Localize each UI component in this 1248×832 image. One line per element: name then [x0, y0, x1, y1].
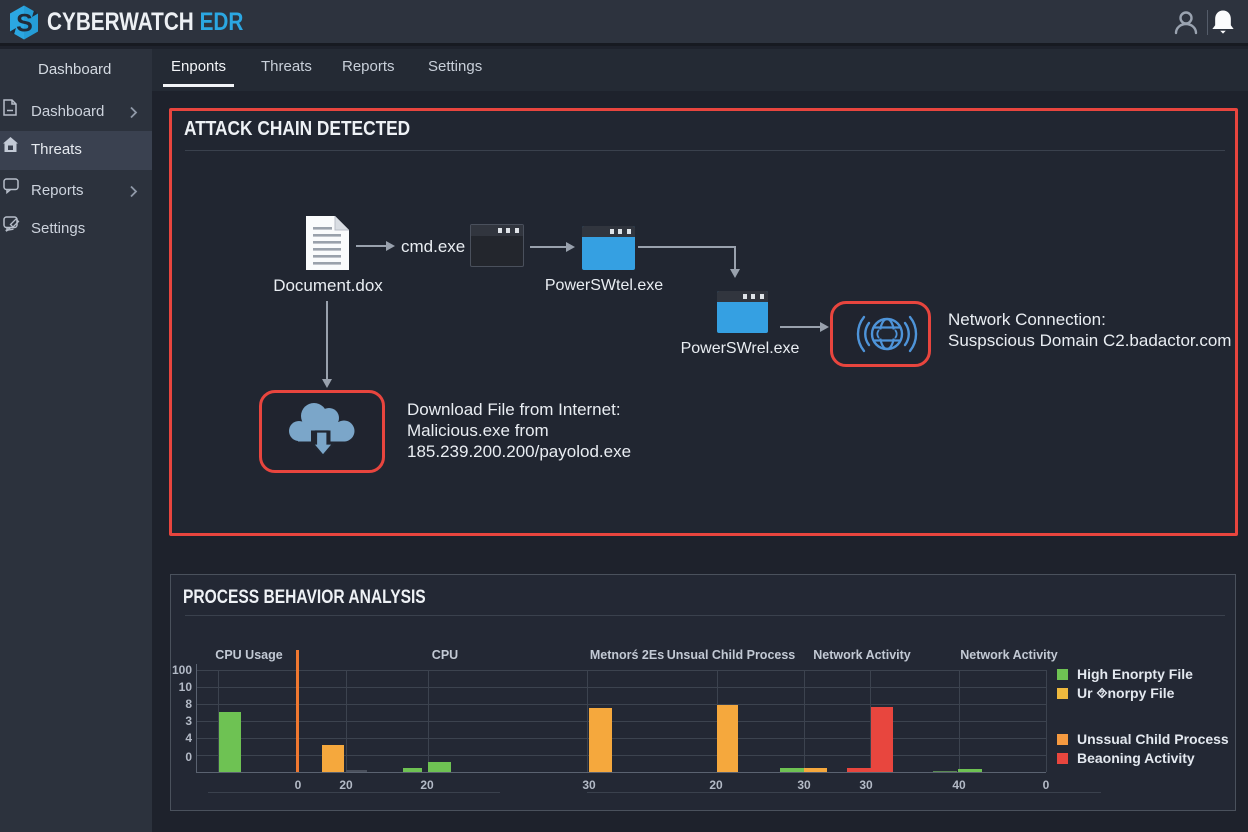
svg-text:S: S	[16, 10, 33, 38]
